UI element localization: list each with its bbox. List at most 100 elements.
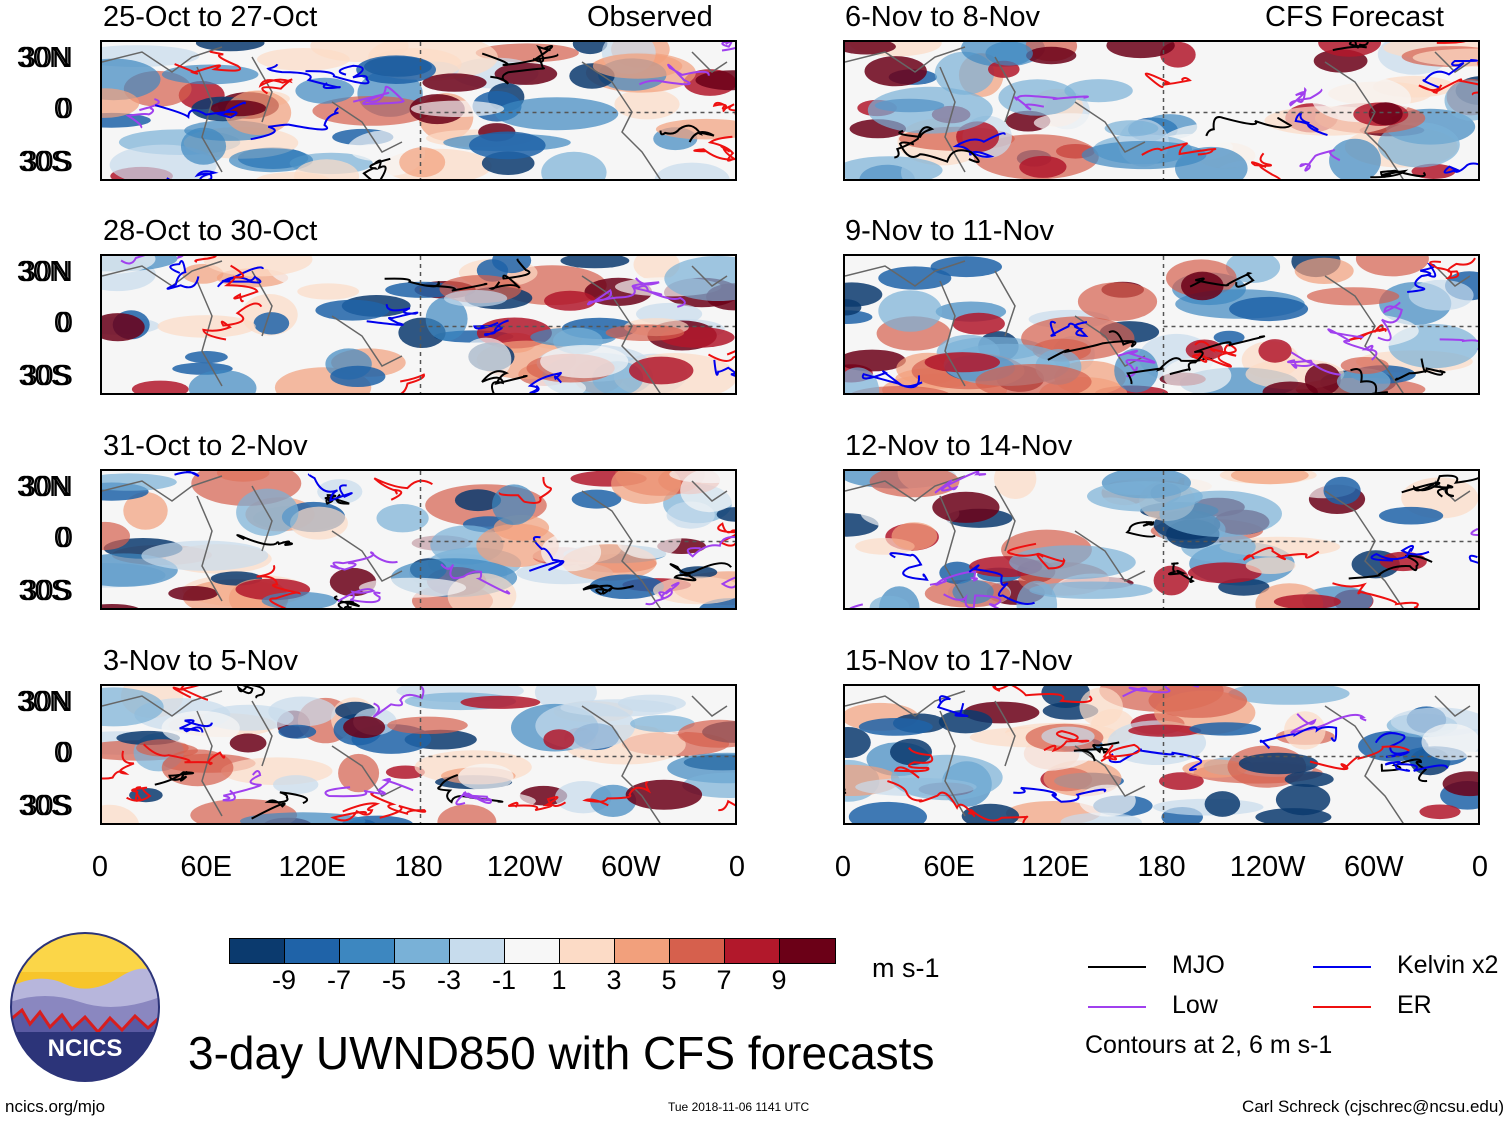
colorbar-label: -3 [436, 965, 461, 995]
ncics-logo: NCICS [10, 932, 160, 1082]
x-tick-label: 120E [278, 851, 347, 883]
y-tick-label: 0 [53, 522, 70, 554]
colorbar-label: -5 [381, 965, 406, 995]
y-tick-label: 0 [53, 93, 70, 125]
colorbar-swatch [670, 939, 725, 963]
y-tick-label: 30S [21, 146, 73, 178]
heatmap-field [102, 471, 735, 608]
colorbar-label: 5 [661, 965, 677, 995]
y-tick-label: 30N [19, 42, 73, 74]
footer-url: ncics.org/mjo [5, 1097, 106, 1116]
colorbar-swatch [780, 939, 835, 963]
legend-swatch [1088, 1006, 1146, 1008]
colorbar-swatch [505, 939, 560, 963]
x-tick-label: 120W [1229, 851, 1306, 883]
panel-title: 3-Nov to 5-Nov [103, 645, 299, 677]
panel-title: 12-Nov to 14-Nov [845, 430, 1073, 462]
y-tick-label: 0 [53, 307, 70, 339]
colorbar-swatch [450, 939, 505, 963]
legend-label: Low [1172, 991, 1218, 1019]
forecast-label: CFS Forecast [1265, 1, 1444, 33]
y-tick-label: 30N [19, 256, 73, 288]
panel-title: 15-Nov to 17-Nov [845, 645, 1073, 677]
x-tick-label: 60W [601, 851, 661, 883]
x-tick-label: 60W [1344, 851, 1404, 883]
map-panel [100, 684, 737, 825]
x-tick-label: 120E [1021, 851, 1090, 883]
y-tick-label: 30S [18, 360, 70, 392]
y-tick-label: 0 [56, 522, 73, 554]
footer-credit: Carl Schreck (cjschrec@ncsu.edu) [1242, 1097, 1504, 1116]
map-panel [843, 40, 1480, 181]
y-tick-label: 0 [56, 93, 73, 125]
y-tick-label: 0 [56, 307, 73, 339]
y-tick-label: 30S [21, 575, 73, 607]
x-tick-label: 0 [1471, 851, 1489, 883]
x-tick-label: 120W [486, 851, 563, 883]
units-label: m s-1 [872, 953, 940, 983]
y-tick-label: 0 [53, 737, 70, 769]
y-tick-label: 30N [16, 686, 70, 718]
map-panel [843, 469, 1480, 610]
y-tick-label: 30S [21, 790, 73, 822]
map-panel [100, 40, 737, 181]
heatmap-field [102, 686, 735, 823]
y-tick-label: 30N [19, 471, 73, 503]
colorbar-label: 9 [771, 965, 787, 995]
legend-swatch [1313, 1006, 1371, 1008]
legend-note: Contours at 2, 6 m s-1 [1085, 1031, 1333, 1059]
x-tick-label: 60E [180, 851, 232, 883]
heatmap-field [845, 42, 1478, 179]
observed-label: Observed [587, 1, 713, 33]
heatmap-field [845, 256, 1478, 393]
panel-title: 28-Oct to 30-Oct [103, 215, 318, 247]
map-panel [843, 254, 1480, 395]
panel-title: 31-Oct to 2-Nov [103, 430, 308, 462]
x-tick-label: 0 [834, 851, 852, 883]
colorbar-label: 1 [551, 965, 567, 995]
panel-title: 6-Nov to 8-Nov [845, 1, 1041, 33]
legend-swatch [1088, 966, 1146, 968]
map-panel [100, 254, 737, 395]
colorbar-swatch [230, 939, 285, 963]
colorbar-label: 3 [606, 965, 622, 995]
legend-swatch [1313, 966, 1371, 968]
logo-text: NCICS [48, 1035, 123, 1062]
legend-label: MJO [1172, 951, 1225, 979]
colorbar [229, 938, 836, 964]
panel-title: 25-Oct to 27-Oct [103, 1, 318, 33]
y-tick-label: 30N [16, 471, 70, 503]
y-tick-label: 30N [19, 686, 73, 718]
heatmap-field [102, 256, 735, 393]
colorbar-swatch [615, 939, 670, 963]
y-tick-label: 30S [21, 360, 73, 392]
y-tick-label: 30S [18, 146, 70, 178]
colorbar-label: -1 [491, 965, 516, 995]
legend-label: ER [1397, 991, 1432, 1019]
map-panel [100, 469, 737, 610]
heatmap-field [845, 471, 1478, 608]
heatmap-field [102, 42, 735, 179]
colorbar-label: -9 [271, 965, 296, 995]
x-tick-label: 0 [728, 851, 746, 883]
x-tick-label: 60E [923, 851, 975, 883]
colorbar-swatch [340, 939, 395, 963]
panel-title: 9-Nov to 11-Nov [845, 215, 1054, 247]
colorbar-swatch [285, 939, 340, 963]
y-tick-label: 30N [16, 42, 70, 74]
heatmap-field [845, 686, 1478, 823]
y-tick-label: 30N [16, 256, 70, 288]
footer-timestamp: Tue 2018-11-06 1141 UTC [668, 1100, 810, 1114]
colorbar-label: -7 [326, 965, 351, 995]
colorbar-swatch [725, 939, 780, 963]
y-tick-label: 30S [18, 575, 70, 607]
y-tick-label: 0 [56, 737, 73, 769]
main-title: 3-day UWND850 with CFS forecasts [188, 1027, 935, 1079]
colorbar-label: 7 [716, 965, 732, 995]
x-tick-label: 0 [91, 851, 109, 883]
x-tick-label: 180 [1137, 851, 1186, 883]
colorbar-swatch [560, 939, 615, 963]
colorbar-swatch [395, 939, 450, 963]
x-tick-label: 180 [394, 851, 443, 883]
y-tick-label: 30S [18, 790, 70, 822]
